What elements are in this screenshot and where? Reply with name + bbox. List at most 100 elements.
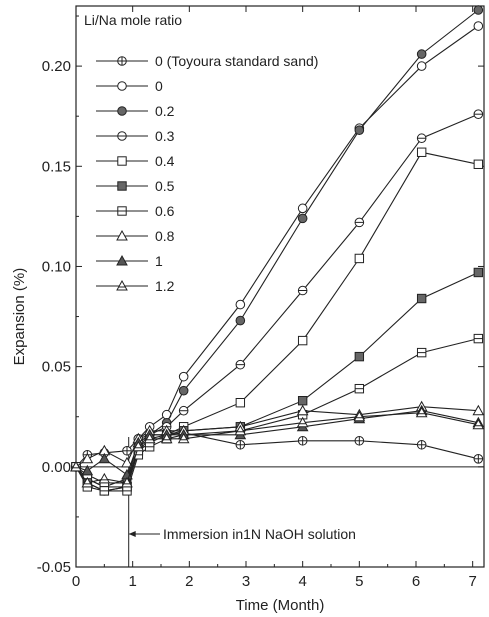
- series-2-point-11: [416, 49, 427, 59]
- series-9-point-5: [143, 432, 156, 444]
- series-2-point-9: [297, 213, 308, 224]
- series-0-point-9: [297, 435, 308, 446]
- y-tick-label-5: 0.20: [42, 58, 71, 75]
- x-tick-label-5: 5: [355, 573, 363, 590]
- x-axis-title: Time (Month): [236, 597, 325, 614]
- series-4: [71, 147, 484, 492]
- series-4-point-11: [416, 147, 427, 157]
- legend-label-5: 0.5: [155, 178, 175, 194]
- series-3-point-11: [416, 133, 427, 144]
- legend-marker-3: [117, 131, 127, 141]
- legend-label-9: 1.2: [155, 278, 175, 294]
- legend-marker-7: [116, 229, 128, 241]
- legend-marker-2: [117, 106, 127, 116]
- legend-marker-8: [116, 254, 128, 266]
- immersion-annotation: Immersion in1N NaOH solution: [163, 526, 356, 542]
- y-tick-label-1: 0.00: [42, 459, 71, 476]
- y-tick-label-0: -0.05: [37, 559, 71, 576]
- series-4-point-9: [297, 335, 308, 346]
- series-7-point-9: [296, 404, 309, 416]
- series-6-point-2: [99, 486, 110, 496]
- series-7-point-12: [472, 404, 485, 416]
- legend-label-3: 0.3: [155, 128, 175, 144]
- series-1-point-8: [235, 299, 246, 310]
- legend-marker-1: [117, 81, 127, 91]
- series-0-point-11: [416, 439, 427, 450]
- series-4-point-10: [354, 253, 365, 264]
- series-2-point-12: [473, 5, 484, 15]
- legend-label-1: 0: [155, 78, 163, 94]
- series-3-point-10: [354, 217, 365, 228]
- legend-marker-0: [117, 56, 127, 66]
- series-0-point-10: [354, 435, 365, 446]
- y-axis-title: Expansion (%): [11, 268, 28, 366]
- series-1-point-9: [297, 203, 308, 214]
- series-9-point-10: [353, 410, 366, 422]
- series-3-point-12: [473, 109, 484, 119]
- series-2-point-10: [354, 125, 365, 136]
- series-5-point-12: [473, 267, 484, 278]
- x-tick-label-3: 3: [242, 573, 250, 590]
- series-9-point-12: [472, 418, 485, 430]
- series-1-point-11: [416, 61, 427, 71]
- series-layer: [70, 5, 485, 496]
- series-9-point-6: [160, 432, 173, 444]
- series-6-point-12: [473, 333, 484, 344]
- legend-label-7: 0.8: [155, 228, 175, 244]
- series-1-point-12: [473, 21, 484, 31]
- series-6-point-11: [416, 347, 427, 358]
- x-tick-label-1: 1: [128, 573, 136, 590]
- series-1-point-7: [178, 371, 189, 382]
- series-9-point-4: [132, 440, 145, 452]
- series-2-point-8: [235, 315, 246, 326]
- series-5-point-11: [416, 293, 427, 304]
- series-9-point-2: [98, 472, 111, 484]
- legend-label-6: 0.6: [155, 203, 175, 219]
- series-4-point-8: [235, 398, 246, 408]
- legend-label-2: 0.2: [155, 103, 175, 119]
- series-8-point-1: [81, 464, 94, 476]
- x-tick-label-7: 7: [468, 573, 476, 590]
- series-5-point-10: [354, 351, 365, 362]
- series-7-point-1: [81, 452, 94, 464]
- x-tick-label-0: 0: [72, 573, 80, 590]
- series-5-point-9: [297, 396, 308, 406]
- y-tick-label-3: 0.10: [42, 258, 71, 275]
- legend-title: Li/Na mole ratio: [84, 12, 182, 28]
- plot-frame: [75, 5, 485, 568]
- y-tick-label-4: 0.15: [42, 158, 71, 175]
- series-9-point-3: [121, 476, 133, 488]
- series-4-point-12: [473, 159, 484, 169]
- legend: Li/Na mole ratio 0 (Toyoura standard san…: [84, 12, 318, 294]
- series-9-point-1: [81, 476, 94, 488]
- legend-label-4: 0.4: [155, 153, 175, 169]
- series-9-point-7: [177, 432, 190, 444]
- series-0-point-8: [235, 439, 246, 450]
- x-tick-label-6: 6: [412, 573, 420, 590]
- arrow-head: [128, 531, 136, 537]
- series-3-point-7: [178, 405, 189, 416]
- series-9-point-9: [296, 416, 309, 428]
- series-6-point-5: [144, 442, 155, 452]
- legend-marker-6: [117, 206, 127, 216]
- series-6-point-3: [122, 486, 132, 496]
- legend-label-0: 0 (Toyoura standard sand): [155, 53, 318, 69]
- series-9-point-0: [70, 460, 82, 472]
- series-9-point-8: [234, 424, 247, 436]
- axes: 0 1 2 3 4 5 6 7-0.050.000.050.100.150.20: [37, 5, 485, 590]
- legend-marker-5: [117, 181, 127, 191]
- series-0-point-12: [473, 454, 484, 464]
- series-6-point-10: [354, 383, 365, 394]
- legend-marker-9: [116, 279, 128, 291]
- series-9: [70, 406, 485, 488]
- annotation: Immersion in1N NaOH solution: [128, 437, 356, 567]
- series-0-point-3: [122, 445, 132, 456]
- series-9-point-11: [415, 406, 428, 418]
- series-7-point-3: [121, 456, 133, 468]
- legend-label-8: 1: [155, 253, 163, 269]
- series-3-point-8: [235, 359, 246, 370]
- series-2-point-7: [178, 385, 189, 396]
- series-8-point-2: [98, 452, 111, 464]
- y-tick-label-2: 0.05: [42, 359, 71, 376]
